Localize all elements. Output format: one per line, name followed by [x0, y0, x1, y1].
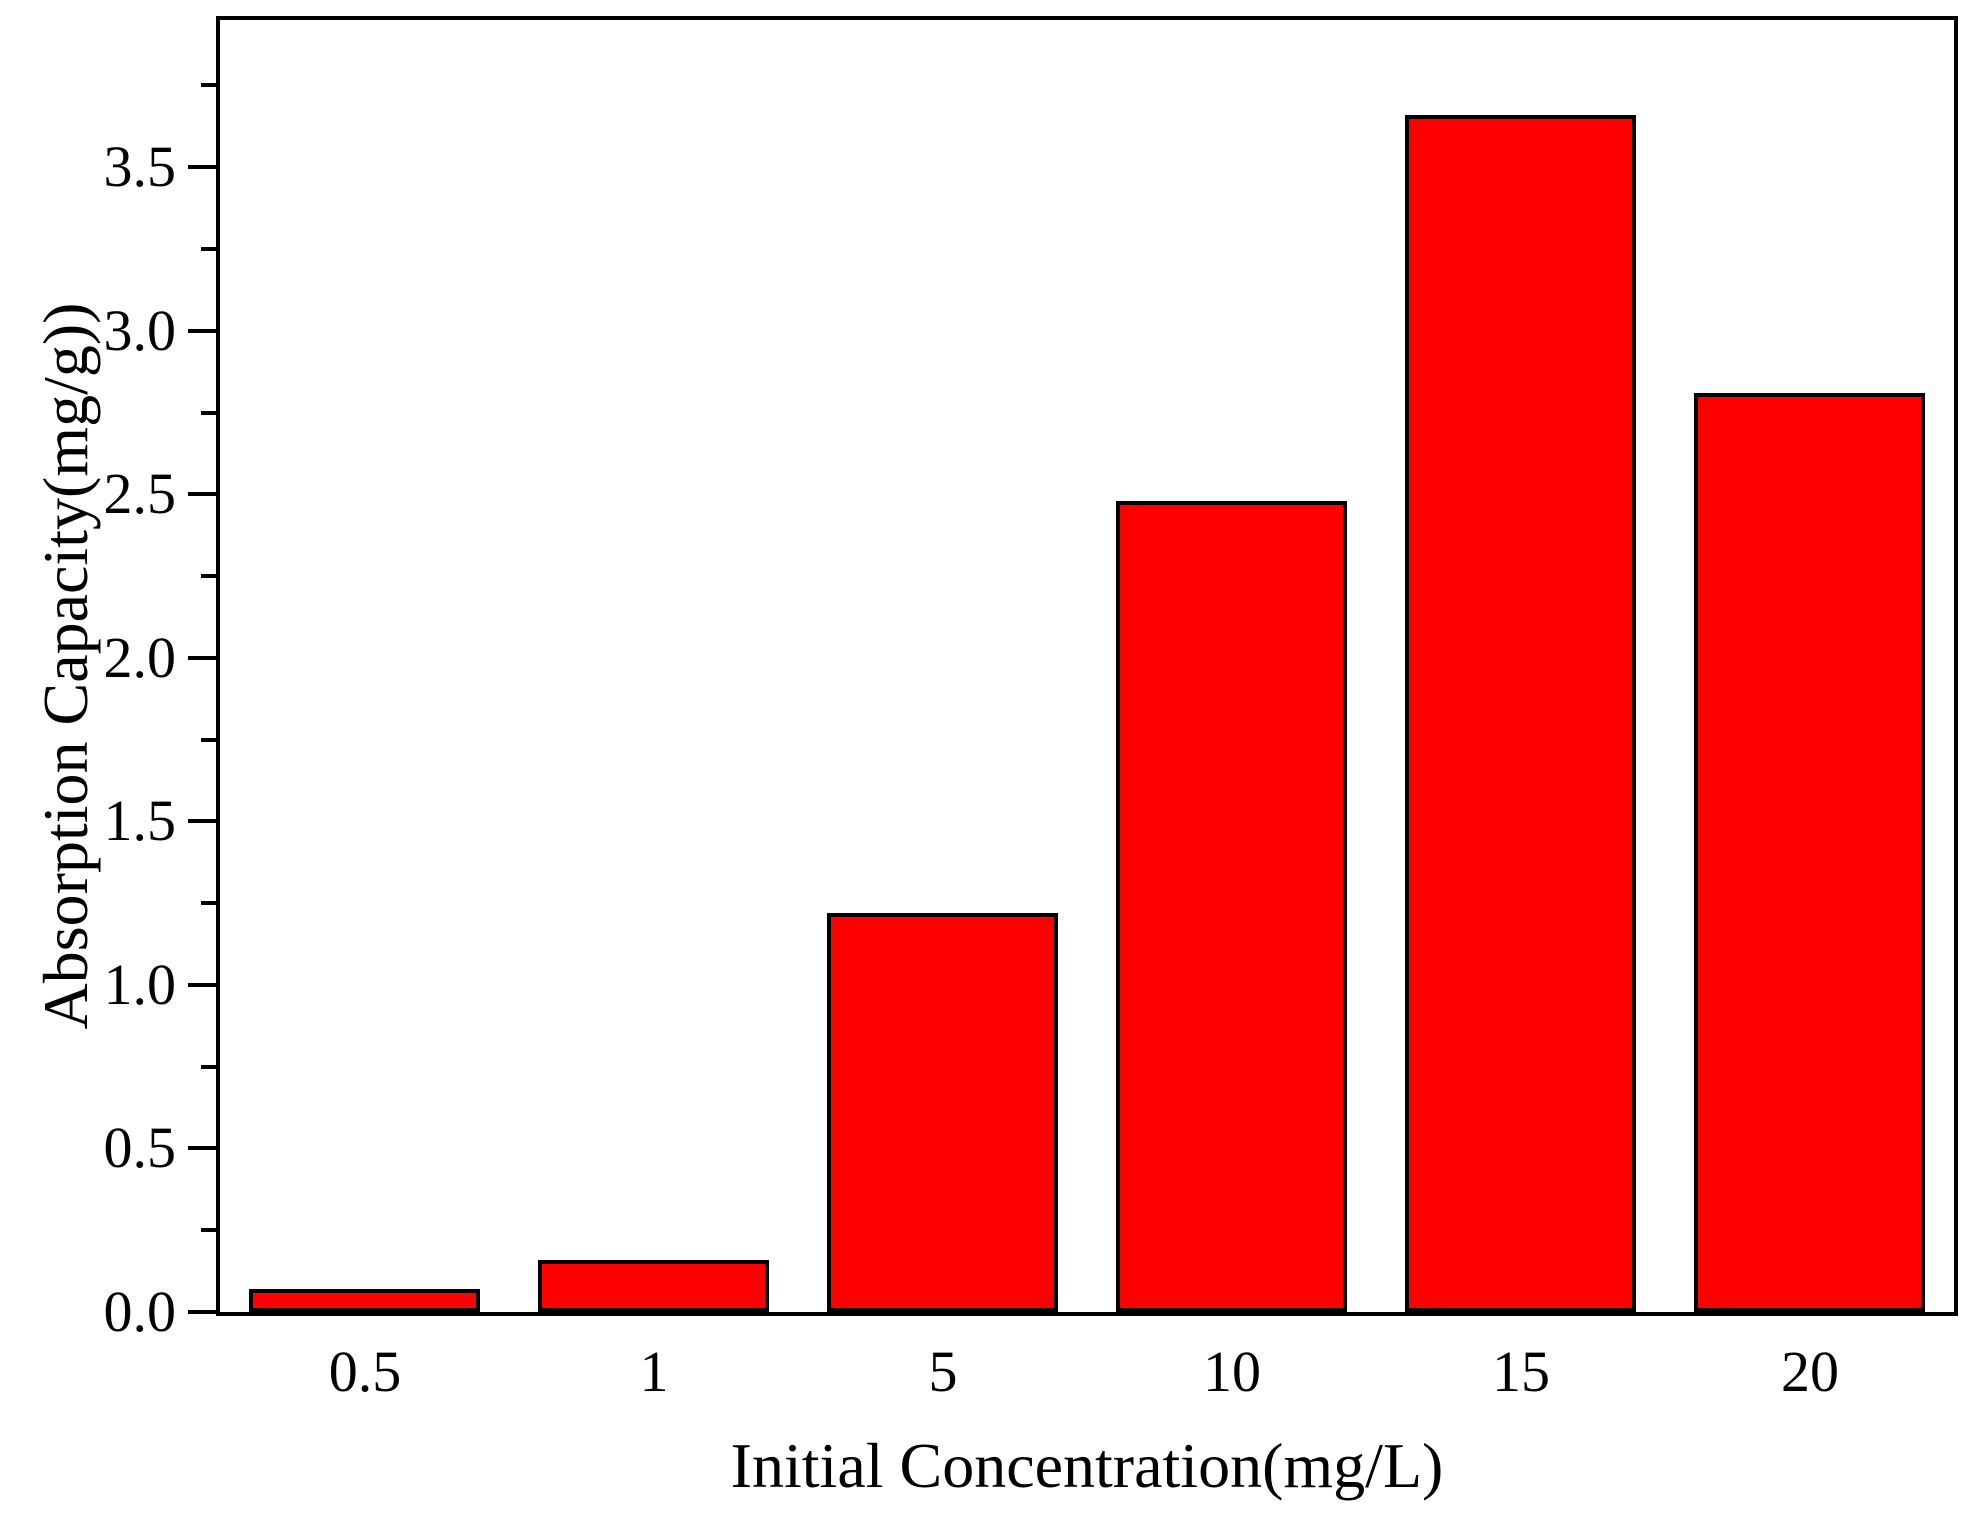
bar: [1405, 115, 1636, 1312]
x-tick-label: 20: [1781, 1339, 1839, 1404]
y-tick-label: 2.0: [103, 625, 177, 690]
y-tick-label: 3.5: [103, 134, 177, 199]
y-tick-minor: [201, 738, 218, 742]
y-tick-label: 1.0: [103, 952, 177, 1017]
x-tick-label: 1: [639, 1339, 669, 1404]
y-tick-major: [188, 656, 218, 660]
plot-area: [216, 16, 1958, 1316]
y-tick-major: [188, 819, 218, 823]
x-tick-label: 15: [1492, 1339, 1550, 1404]
x-axis-title: Initial Concentration(mg/L): [730, 1430, 1444, 1501]
y-tick-major: [188, 329, 218, 333]
y-tick-minor: [201, 1228, 218, 1232]
y-tick-minor: [201, 901, 218, 905]
bar: [249, 1289, 480, 1312]
y-tick-label: 0.0: [103, 1279, 177, 1344]
x-tick-label: 10: [1203, 1339, 1261, 1404]
y-tick-label: 2.5: [103, 461, 177, 526]
y-tick-label: 3.0: [103, 298, 177, 363]
y-tick-minor: [201, 411, 218, 415]
y-tick-minor: [201, 574, 218, 578]
y-tick-major: [188, 165, 218, 169]
y-tick-label: 1.5: [103, 788, 177, 853]
bar: [827, 913, 1058, 1312]
y-tick-minor: [201, 83, 218, 87]
x-tick-label: 5: [928, 1339, 958, 1404]
y-tick-label: 0.5: [103, 1115, 177, 1180]
y-tick-major: [188, 983, 218, 987]
x-tick-label: 0.5: [328, 1339, 402, 1404]
y-tick-minor: [201, 1065, 218, 1069]
y-tick-minor: [201, 247, 218, 251]
y-tick-major: [188, 1310, 218, 1314]
bar: [538, 1260, 769, 1312]
y-tick-major: [188, 492, 218, 496]
bar: [1694, 393, 1925, 1312]
y-tick-major: [188, 1146, 218, 1150]
bar: [1116, 501, 1347, 1312]
